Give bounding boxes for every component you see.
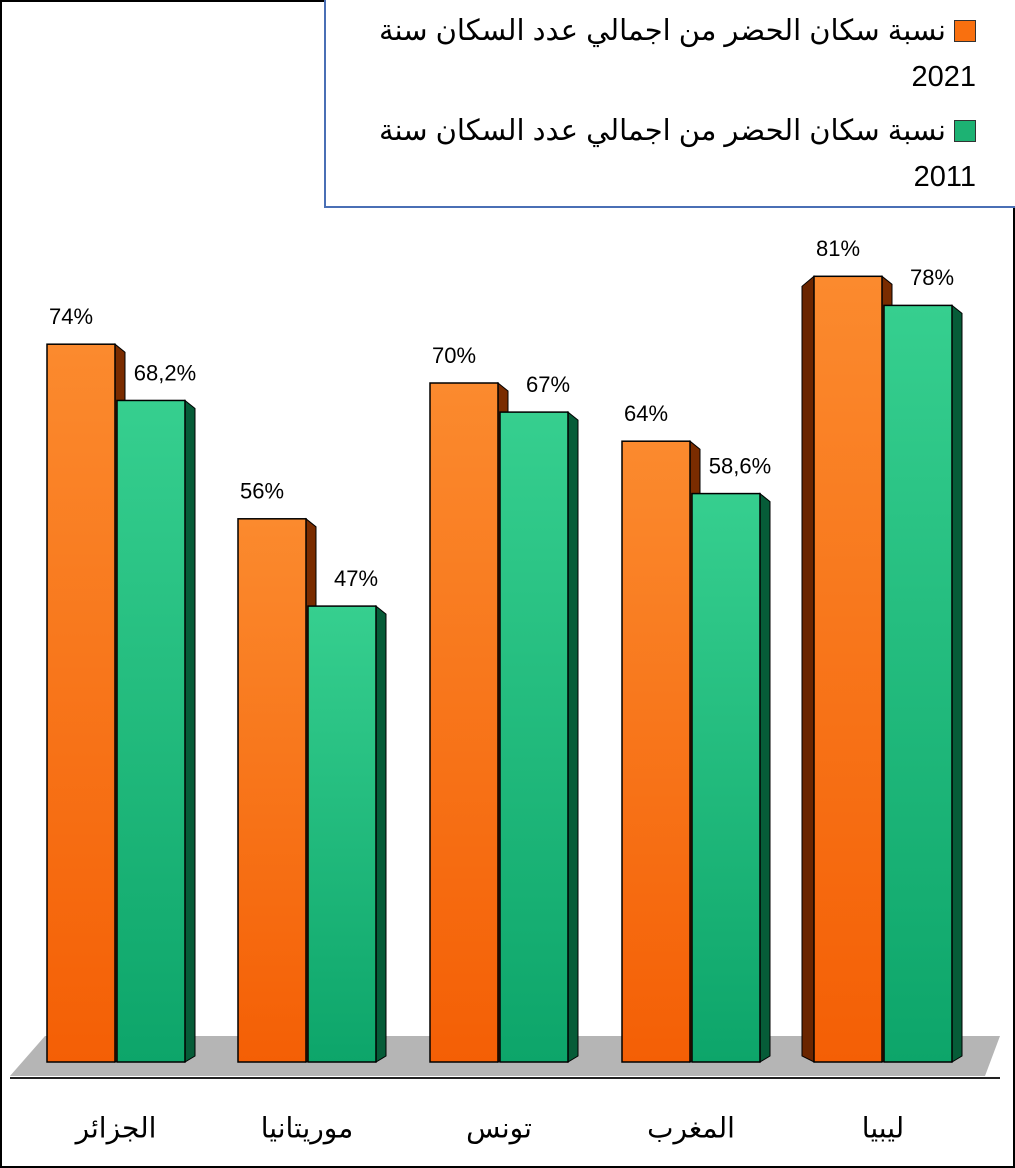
bar-side — [951, 304, 963, 1063]
legend-item: نسبة سكان الحضر من اجمالي عدد السكان سنة… — [326, 108, 976, 200]
legend-label: نسبة سكان الحضر من اجمالي عدد السكان سنة… — [378, 115, 976, 193]
x-tick-label: ليبيا — [862, 1112, 904, 1143]
data-label: 64% — [624, 401, 668, 426]
bar-side — [567, 411, 579, 1063]
data-label: 56% — [240, 479, 284, 504]
bar — [691, 492, 761, 1063]
bar — [116, 399, 186, 1063]
bar-side — [375, 605, 387, 1063]
data-label: 67% — [526, 372, 570, 397]
data-label: 78% — [910, 265, 954, 290]
bar — [307, 605, 377, 1063]
x-tick-label: المغرب — [647, 1112, 735, 1144]
legend-swatch — [954, 20, 976, 42]
bar-side — [759, 492, 771, 1063]
bar — [237, 518, 307, 1063]
bar — [621, 440, 691, 1063]
legend-item: نسبة سكان الحضر من اجمالي عدد السكان سنة… — [326, 8, 976, 100]
x-tick-label: موريتانيا — [261, 1112, 354, 1144]
bar — [499, 411, 569, 1063]
bar — [429, 382, 499, 1063]
data-label: 74% — [49, 304, 93, 329]
data-label: 70% — [432, 343, 476, 368]
legend-label: نسبة سكان الحضر من اجمالي عدد السكان سنة… — [378, 15, 976, 93]
x-tick-label: الجزائر — [74, 1112, 157, 1144]
legend: نسبة سكان الحضر من اجمالي عدد السكان سنة… — [324, 0, 1015, 208]
bar-side — [801, 275, 815, 1063]
x-tick-label: تونس — [466, 1112, 532, 1144]
data-label: 81% — [816, 236, 860, 261]
data-label: 58,6% — [709, 453, 771, 478]
data-label: 68,2% — [134, 360, 196, 385]
data-label: 47% — [334, 566, 378, 591]
bar — [46, 343, 116, 1063]
bar-side — [184, 399, 196, 1063]
bar — [883, 304, 953, 1063]
bar — [813, 275, 883, 1063]
legend-swatch — [954, 120, 976, 142]
